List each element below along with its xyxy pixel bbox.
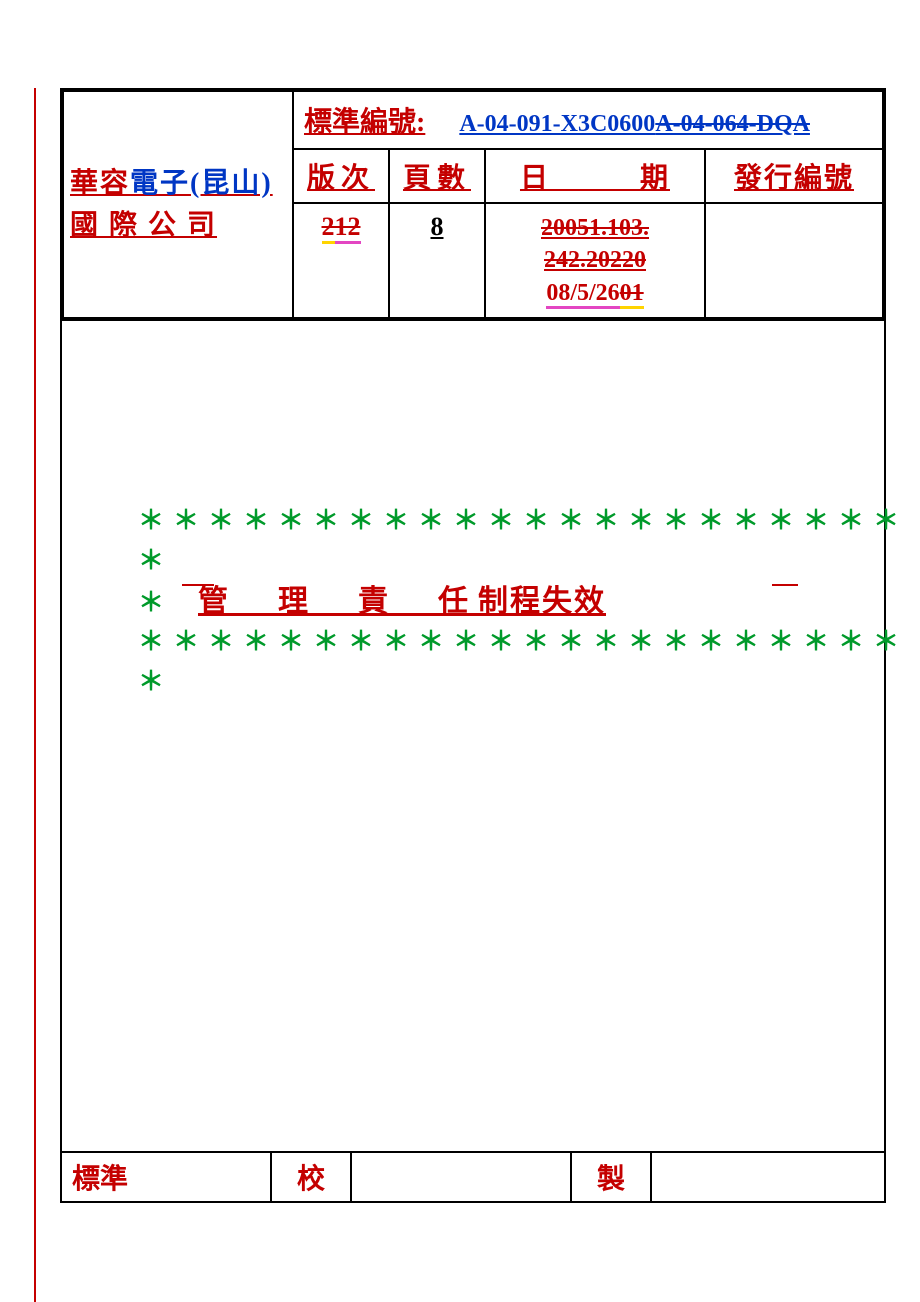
std-number-cell: 標準編號: A-04-091-X3C0600A-04-064-DQA (293, 91, 883, 149)
revision-part2: 12 (335, 212, 361, 244)
header-table: 華容電子(昆山) 國 際 公 司 標準編號: A-04-091-X3C0600A… (62, 90, 884, 319)
issue-no-cell (705, 203, 883, 318)
std-number-value1: A-04-091-X3C0600 (459, 111, 655, 137)
date-line2: 242.20220 (544, 247, 646, 273)
title-row: ＊ 管 理 責 任制程失效 (138, 582, 844, 622)
company-name-cell: 華容電子(昆山) 國 際 公 司 (63, 91, 293, 318)
star-single-3: ＊ (138, 662, 844, 702)
title-main: 管 理 責 任 (198, 585, 478, 618)
col-header-date: 日 期 (485, 149, 705, 203)
footer-cell-make: 製 (571, 1152, 651, 1202)
company-line1-prefix: 華容 (70, 168, 130, 199)
revision-part1: 2 (322, 212, 335, 244)
header-block: 華容電子(昆山) 國 際 公 司 標準編號: A-04-091-X3C0600A… (60, 88, 886, 321)
footer-cell-empty1 (351, 1152, 571, 1202)
company-line2: 國 際 公 司 (70, 210, 217, 241)
left-margin-rule (34, 88, 36, 1302)
std-number-value2: A-04-064-DQA (655, 111, 810, 137)
company-line1-mid: 電子 (130, 168, 190, 199)
footer-cell-check: 校 (271, 1152, 351, 1202)
date-line3b: 01 (620, 280, 644, 309)
footer-cell-standard: 標準 (61, 1152, 271, 1202)
page-count: 8 (431, 212, 444, 241)
body-area: ＊＊＊＊＊＊＊＊＊＊＊＊＊＊＊＊＊＊＊＊＊＊ ＊ ＊ 管 理 責 任制程失效 ＊… (60, 321, 886, 1151)
title-leading-star: ＊ (138, 582, 164, 619)
date-cell: 20051.103. 242.20220 08/5/2601 (485, 203, 705, 318)
star-row-top: ＊＊＊＊＊＊＊＊＊＊＊＊＊＊＊＊＊＊＊＊＊＊ (138, 501, 844, 541)
document-page: 華容電子(昆山) 國 際 公 司 標準編號: A-04-091-X3C0600A… (60, 88, 886, 1203)
footer-cell-empty2 (651, 1152, 885, 1202)
col-header-issue: 發行編號 (705, 149, 883, 203)
title-tail: 制程失效 (478, 585, 606, 618)
footer-table: 標準 校 製 (60, 1151, 886, 1203)
title-overline-right (772, 584, 798, 586)
col-header-revision: 版次 (293, 149, 389, 203)
document-title: 管 理 責 任制程失效 (198, 576, 606, 620)
col-header-pages: 頁數 (389, 149, 485, 203)
revision-cell: 212 (293, 203, 389, 318)
star-row-bottom: ＊＊＊＊＊＊＊＊＊＊＊＊＊＊＊＊＊＊＊＊＊＊ (138, 622, 844, 662)
date-line3a: 08/5/26 (546, 280, 619, 309)
company-kunshan: (昆山) (190, 168, 273, 199)
date-line1: 20051.103. (541, 215, 649, 241)
std-number-label: 標準編號: (304, 100, 455, 140)
page-count-cell: 8 (389, 203, 485, 318)
